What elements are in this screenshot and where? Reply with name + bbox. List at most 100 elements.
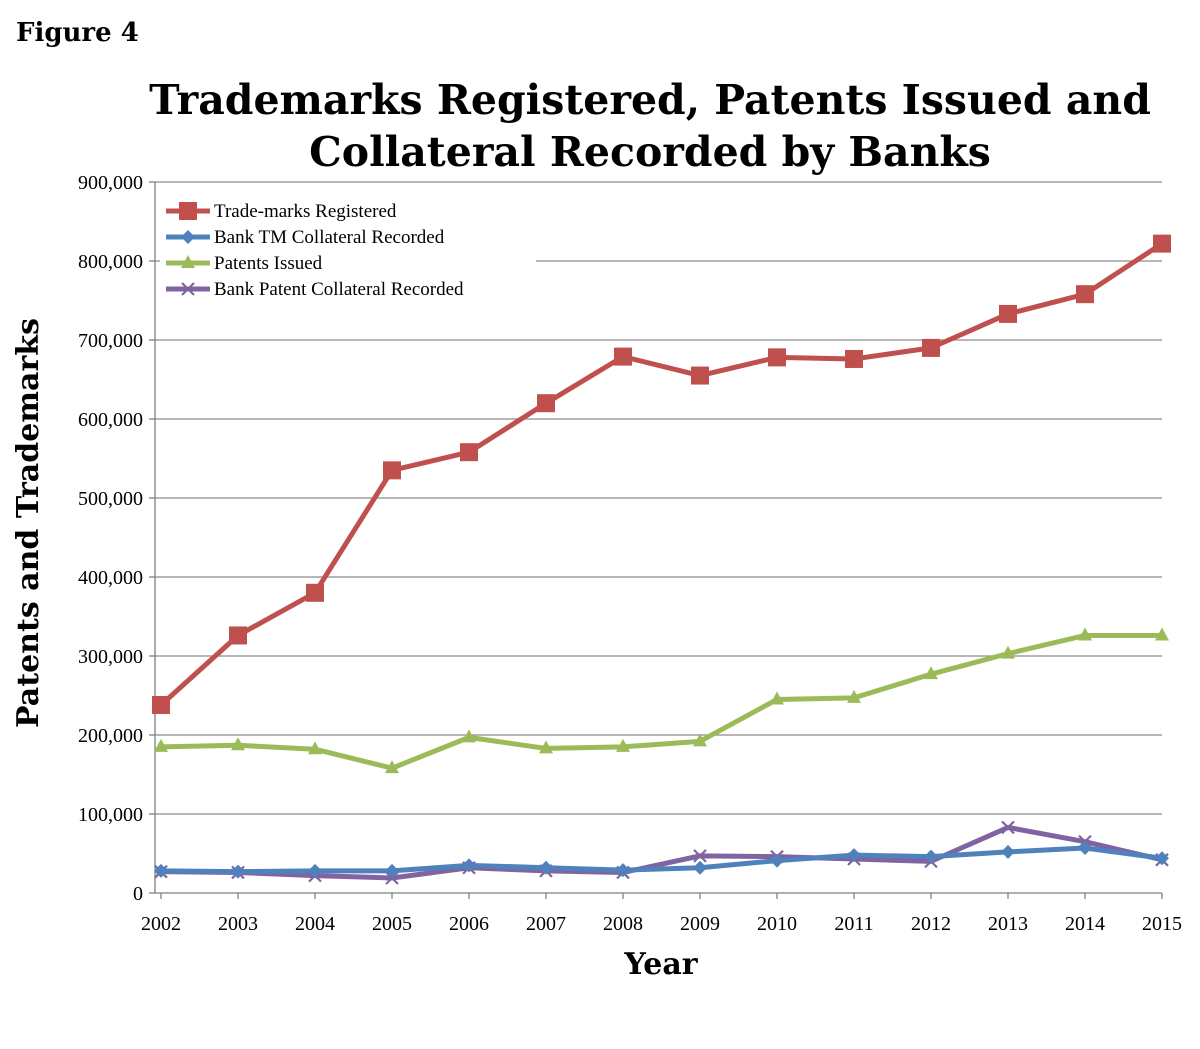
data-point-diamond [693, 860, 707, 875]
data-point-diamond [1078, 840, 1092, 855]
figure-label: Figure 4 [16, 18, 139, 48]
chart-title-line-1: Trademarks Registered, Patents Issued an… [149, 76, 1151, 124]
chart-title: Trademarks Registered, Patents Issued an… [100, 74, 1200, 178]
data-point-diamond [1155, 851, 1169, 866]
data-point-x [693, 849, 707, 863]
data-point-triangle [1001, 645, 1015, 659]
x-tick-label: 2006 [449, 913, 489, 935]
y-tick-label: 400,000 [78, 567, 143, 589]
data-point-triangle [539, 740, 553, 754]
legend-item: Bank Patent Collateral Recorded [166, 279, 464, 300]
x-tick-label: 2010 [757, 913, 797, 935]
data-point-diamond [924, 849, 938, 864]
data-point-square [1153, 234, 1171, 253]
x-axis-title: Year [623, 947, 698, 982]
data-point-diamond [308, 863, 322, 878]
data-point-triangle [154, 738, 168, 752]
legend-marker [181, 230, 195, 244]
data-point-square [691, 366, 709, 385]
data-point-square [999, 304, 1017, 323]
series-line [159, 241, 1164, 707]
data-point-diamond [154, 863, 168, 878]
x-tick-label: 2012 [911, 913, 951, 935]
data-point-triangle [924, 666, 938, 680]
legend-background [160, 196, 536, 306]
x-tick-label: 2015 [1142, 913, 1182, 935]
x-tick-label: 2007 [526, 913, 566, 935]
data-point-triangle [693, 733, 707, 747]
y-tick-label: 900,000 [78, 172, 143, 194]
data-point-triangle [1155, 627, 1169, 641]
legend-label: Trade-marks Registered [214, 201, 397, 222]
x-tick-label: 2005 [372, 913, 412, 935]
x-tick-label: 2011 [834, 913, 873, 935]
y-axis-title: Patents and Trademarks [11, 318, 46, 728]
legend-marker [181, 255, 195, 268]
x-tick-label: 2014 [1065, 913, 1105, 935]
data-point-square [229, 626, 247, 645]
y-tick-label: 100,000 [78, 804, 143, 826]
x-axis-tick-labels: 2002 2003 2004 2005 2006 2007 2008 2009 2010 2011… [141, 913, 1182, 935]
series-trade-marks-registered [152, 234, 1171, 714]
data-point-square [922, 338, 940, 357]
legend-label: Patents Issued [214, 253, 323, 274]
data-point-diamond [1001, 844, 1015, 859]
series-line [160, 824, 1163, 881]
data-point-x [385, 871, 399, 885]
x-tick-label: 2013 [988, 913, 1028, 935]
data-point-square [460, 443, 478, 462]
legend-item: Patents Issued [166, 253, 323, 274]
y-tick-label: 0 [133, 883, 143, 905]
series-patents-issued [154, 627, 1169, 774]
y-tick-label: 200,000 [78, 725, 143, 747]
data-point-diamond [616, 863, 630, 878]
legend-item: Bank TM Collateral Recorded [166, 227, 445, 248]
y-tick-label: 600,000 [78, 409, 143, 431]
data-point-triangle [616, 738, 630, 752]
legend-label: Bank Patent Collateral Recorded [214, 279, 464, 300]
data-point-diamond [462, 858, 476, 873]
data-point-square [768, 348, 786, 367]
y-tick-label: 500,000 [78, 488, 143, 510]
data-point-triangle [1078, 627, 1092, 641]
data-point-square [614, 347, 632, 366]
x-tick-label: 2009 [680, 913, 720, 935]
data-point-triangle [462, 729, 476, 743]
data-point-triangle [231, 737, 245, 751]
data-point-square [845, 349, 863, 368]
gridlines [149, 181, 1163, 899]
data-series [152, 234, 1171, 885]
x-tick-label: 2004 [295, 913, 335, 935]
data-point-triangle [385, 760, 399, 774]
data-point-diamond [231, 864, 245, 879]
x-tick-label: 2008 [603, 913, 643, 935]
series-line [160, 632, 1162, 771]
legend-item: Trade-marks Registered [166, 201, 397, 222]
legend-label: Bank TM Collateral Recorded [214, 227, 445, 248]
chart-title-line-2: Collateral Recorded by Banks [309, 128, 991, 176]
y-axis-tick-labels: 0 100,000 200,000 300,000 400,000 500,000 600,… [78, 172, 143, 905]
data-point-triangle [847, 689, 861, 703]
data-point-square [383, 461, 401, 480]
data-point-square [152, 695, 170, 714]
data-point-triangle [770, 691, 784, 705]
y-tick-label: 300,000 [78, 646, 143, 668]
data-point-triangle [308, 741, 322, 755]
y-tick-label: 700,000 [78, 330, 143, 352]
x-tick-label: 2003 [218, 913, 258, 935]
data-point-square [1076, 285, 1094, 304]
legend-marker [179, 202, 197, 220]
legend: Trade-marks Registered Bank TM Collateral… [160, 196, 536, 306]
data-point-x [1001, 820, 1015, 835]
series-line [160, 845, 1163, 875]
data-point-diamond [539, 860, 553, 875]
series-bank-tm-collateral-recorded [154, 840, 1169, 879]
data-point-square [537, 394, 555, 413]
data-point-square [306, 583, 324, 602]
x-tick-label: 2002 [141, 913, 181, 935]
data-point-diamond [385, 863, 399, 878]
legend-marker [181, 282, 195, 296]
data-point-diamond [847, 848, 861, 863]
data-point-diamond [770, 853, 784, 868]
